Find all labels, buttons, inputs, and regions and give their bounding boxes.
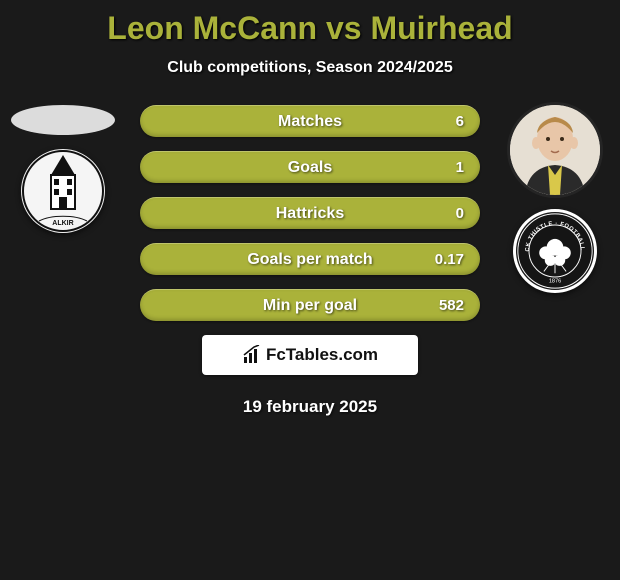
stat-label: Min per goal [263, 297, 357, 315]
stat-value: 6 [456, 113, 464, 130]
player-avatar-icon [510, 105, 600, 195]
stat-bars: Matches 6 Goals 1 Hattricks 0 Goals per … [140, 105, 480, 321]
svg-text:ALKIR: ALKIR [52, 220, 73, 227]
stat-label: Hattricks [276, 205, 344, 223]
stat-value: 0.17 [435, 251, 464, 268]
page-title: Leon McCann vs Muirhead [0, 0, 620, 47]
right-player-column: PARTICK THISTLE · FOOTBALL CLUB 1876 [500, 105, 610, 293]
club-badge-right: PARTICK THISTLE · FOOTBALL CLUB 1876 [513, 209, 597, 293]
svg-text:1876: 1876 [549, 279, 561, 285]
brand-text: FcTables.com [266, 345, 378, 365]
left-player-column: ALKIR [8, 105, 118, 233]
stat-label: Matches [278, 113, 342, 131]
stat-bar-matches: Matches 6 [140, 105, 480, 137]
stat-label: Goals [288, 159, 332, 177]
player-placeholder-left [11, 105, 115, 135]
stat-bar-goals-per-match: Goals per match 0.17 [140, 243, 480, 275]
subtitle: Club competitions, Season 2024/2025 [0, 59, 620, 77]
stat-value: 0 [456, 205, 464, 222]
stat-value: 582 [439, 297, 464, 314]
date-label: 19 february 2025 [0, 397, 620, 417]
stat-bar-min-per-goal: Min per goal 582 [140, 289, 480, 321]
comparison-content: ALKIR [0, 105, 620, 417]
bar-chart-icon [242, 345, 262, 365]
stat-label: Goals per match [247, 251, 372, 269]
falkirk-badge-icon: ALKIR [21, 149, 105, 233]
stat-bar-hattricks: Hattricks 0 [140, 197, 480, 229]
club-badge-left: ALKIR [21, 149, 105, 233]
player-photo-right [510, 105, 600, 195]
stat-bar-goals: Goals 1 [140, 151, 480, 183]
stat-value: 1 [456, 159, 464, 176]
partick-thistle-badge-icon: PARTICK THISTLE · FOOTBALL CLUB 1876 [516, 212, 594, 290]
brand-box: FcTables.com [202, 335, 418, 375]
